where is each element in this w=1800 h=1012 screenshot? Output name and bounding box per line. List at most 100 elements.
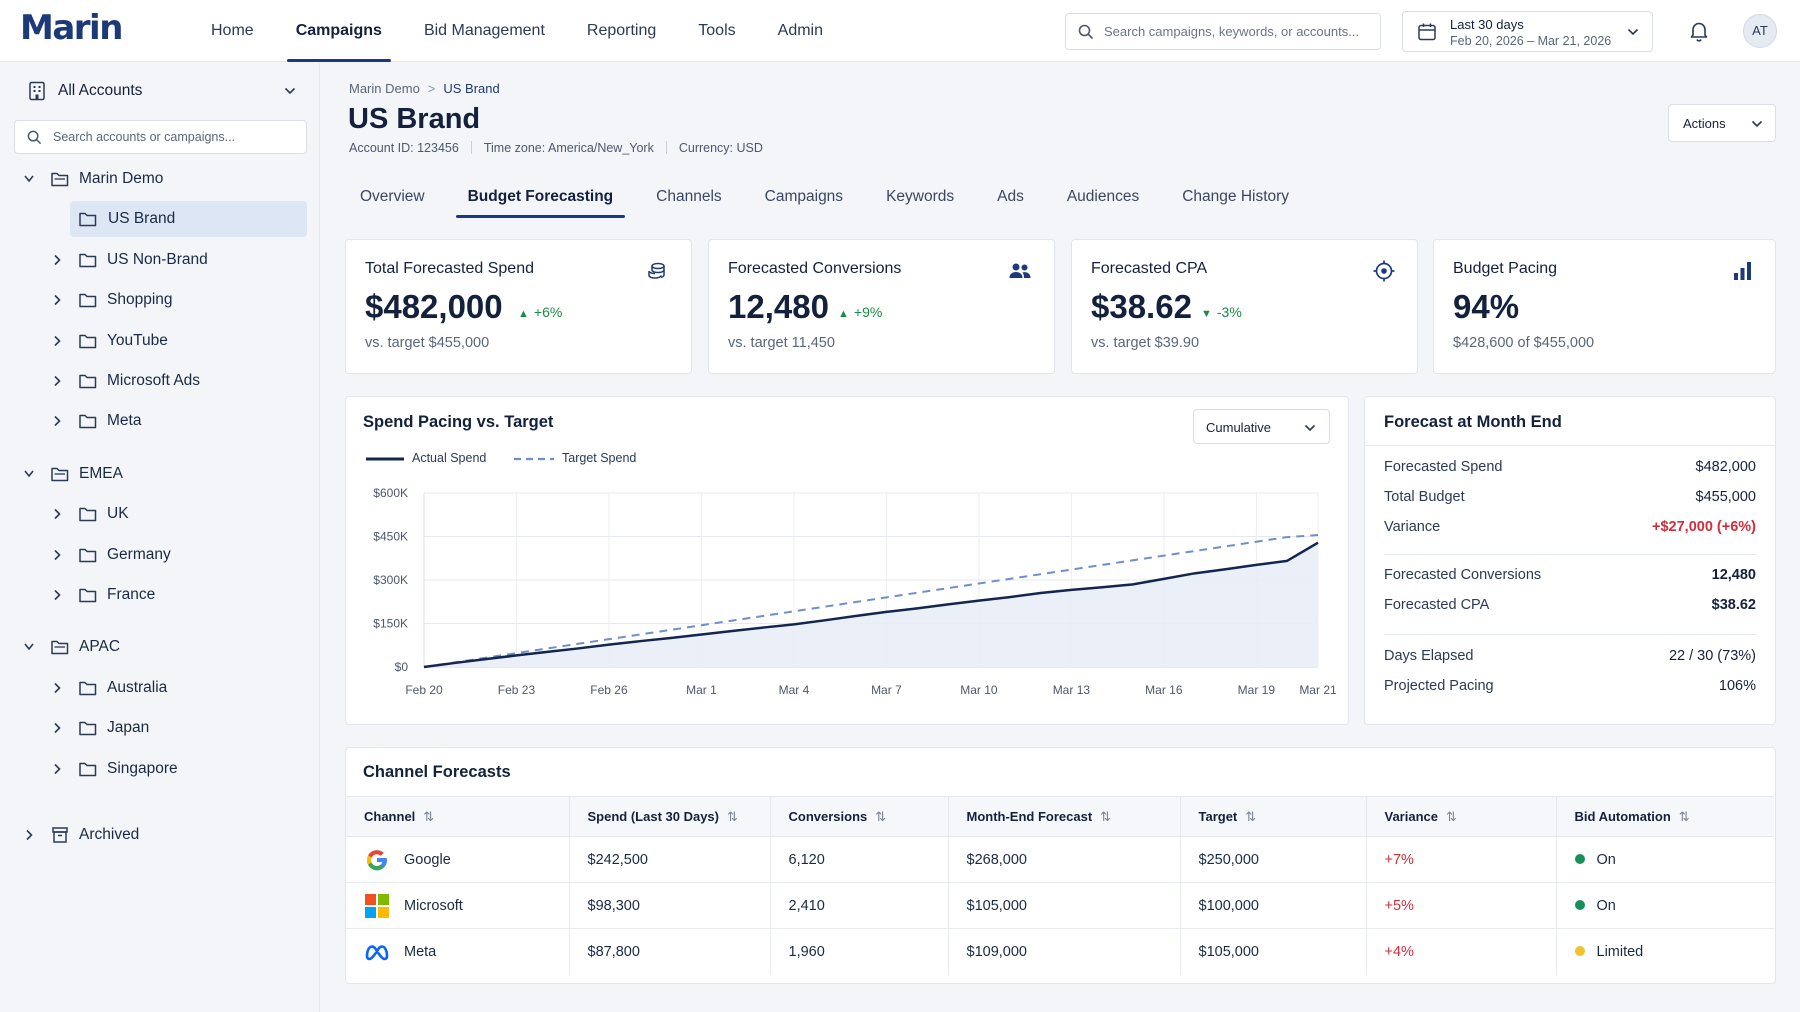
forecast-row-projected-pacing: Projected Pacing 106% xyxy=(1384,678,1756,702)
cell-conversions: 1,960 xyxy=(770,928,949,975)
sidebar-item-label: Germany xyxy=(107,545,171,563)
sidebar-item-emea[interactable]: EMEA xyxy=(14,456,307,492)
tab-change-history[interactable]: Change History xyxy=(1182,188,1290,205)
sidebar-item-australia[interactable]: Australia xyxy=(14,670,307,706)
sidebar-item-shopping[interactable]: Shopping xyxy=(14,282,307,318)
tab-ads[interactable]: Ads xyxy=(997,188,1024,205)
kpi-card-budget-pacing: Budget Pacing 94% $428,600 of $455,000 xyxy=(1433,239,1776,374)
sidebar-item-japan[interactable]: Japan xyxy=(14,710,307,746)
chevron-right-icon[interactable] xyxy=(52,763,62,775)
legend-item-actual[interactable]: Actual Spend xyxy=(366,451,486,465)
sidebar-item-marin-demo[interactable]: Marin Demo xyxy=(14,161,307,197)
kpi-delta-value: +9% xyxy=(853,304,883,320)
kpi-sub: vs. target $455,000 xyxy=(365,335,490,351)
column-header-target[interactable]: Target ⇅ xyxy=(1180,796,1367,837)
chevron-right-icon[interactable] xyxy=(52,549,62,561)
breadcrumb-parent[interactable]: Marin Demo xyxy=(349,81,420,96)
sort-icon: ⇅ xyxy=(875,808,887,824)
legend-item-target[interactable]: Target Spend xyxy=(514,451,636,465)
kpi-value: $482,000 xyxy=(365,288,503,325)
cell-variance: +5% xyxy=(1366,882,1557,929)
tab-channels[interactable]: Channels xyxy=(656,188,722,205)
currency-label: Currency: xyxy=(678,141,734,155)
marin-logo[interactable]: Marin xyxy=(20,8,123,48)
tab-overview[interactable]: Overview xyxy=(360,188,425,205)
chevron-right-icon[interactable] xyxy=(24,829,34,841)
account-selector[interactable]: All Accounts xyxy=(14,73,304,109)
sidebar-item-apac[interactable]: APAC xyxy=(14,629,307,665)
sidebar-item-archived[interactable]: Archived xyxy=(14,817,307,853)
column-header-bid-automation[interactable]: Bid Automation ⇅ xyxy=(1556,796,1774,837)
kpi-delta-value: +6% xyxy=(533,304,563,320)
sidebar-item-germany[interactable]: Germany xyxy=(14,537,307,573)
table-row[interactable]: Google $242,500 6,120 $268,000 $250,000 … xyxy=(346,836,1774,883)
column-header-variance[interactable]: Variance ⇅ xyxy=(1366,796,1557,837)
folder-icon xyxy=(79,293,97,308)
account-id-label: Account ID: xyxy=(349,141,414,155)
table-row[interactable]: Microsoft $98,300 2,410 $105,000 $100,00… xyxy=(346,882,1774,929)
tab-audiences[interactable]: Audiences xyxy=(1066,188,1140,205)
chevron-right-icon[interactable] xyxy=(52,335,62,347)
sidebar-item-label: Shopping xyxy=(107,291,173,309)
chevron-right-icon[interactable] xyxy=(52,722,62,734)
chevron-right-icon[interactable] xyxy=(52,254,62,266)
nav-campaigns[interactable]: Campaigns xyxy=(275,0,403,62)
actions-button[interactable]: Actions xyxy=(1668,104,1776,142)
column-header-channel[interactable]: Channel ⇅ xyxy=(346,796,570,837)
sidebar-item-label: Microsoft Ads xyxy=(107,372,201,389)
sidebar-item-microsoft-ads[interactable]: Microsoft Ads xyxy=(14,363,307,399)
nav-admin[interactable]: Admin xyxy=(777,22,823,39)
sort-icon: ⇅ xyxy=(1100,808,1112,824)
sidebar-item-uk[interactable]: UK xyxy=(14,496,307,532)
nav-reporting[interactable]: Reporting xyxy=(586,22,657,39)
sidebar-item-youtube[interactable]: YouTube xyxy=(14,323,307,359)
sidebar-search-input[interactable] xyxy=(53,121,298,153)
column-header-month-end-forecast[interactable]: Month-End Forecast ⇅ xyxy=(948,796,1181,837)
chevron-right-icon[interactable] xyxy=(52,415,62,427)
cell-forecast: $268,000 xyxy=(948,836,1181,883)
sidebar-item-france[interactable]: France xyxy=(14,577,307,613)
forecast-row-label: Forecasted CPA xyxy=(1384,597,1490,613)
chevron-right-icon[interactable] xyxy=(52,682,62,694)
chart-mode-select[interactable]: Cumulative xyxy=(1193,409,1330,444)
building-icon xyxy=(29,81,45,101)
date-range-picker[interactable]: Last 30 days Feb 20, 2026 – Mar 21, 2026 xyxy=(1402,11,1653,52)
kpi-sub: vs. target $39.90 xyxy=(1091,335,1200,351)
automation-status: On xyxy=(1596,851,1616,868)
column-header-spend[interactable]: Spend (Last 30 Days) ⇅ xyxy=(569,796,771,837)
chevron-right-icon[interactable] xyxy=(52,589,62,601)
sidebar-item-label: Archived xyxy=(79,826,140,843)
column-header-label: Variance xyxy=(1384,808,1439,824)
nav-tools[interactable]: Tools xyxy=(698,22,736,39)
chevron-down-icon[interactable] xyxy=(24,468,34,480)
sidebar-item-us-non-brand[interactable]: US Non-Brand xyxy=(14,242,307,278)
chevron-right-icon[interactable] xyxy=(52,508,62,520)
sidebar-item-singapore[interactable]: Singapore xyxy=(14,751,307,787)
user-avatar[interactable]: AT xyxy=(1743,14,1777,48)
sidebar-item-meta[interactable]: Meta xyxy=(14,403,307,439)
table-row[interactable]: Meta $87,800 1,960 $109,000 $105,000 +4%… xyxy=(346,928,1774,975)
folder-icon xyxy=(79,588,97,603)
nav-bid-management[interactable]: Bid Management xyxy=(423,22,545,39)
microsoft-logo-icon xyxy=(365,893,389,918)
sort-icon: ⇅ xyxy=(423,808,435,824)
x-tick-label: Mar 4 xyxy=(779,683,810,697)
actual-spend-area xyxy=(424,542,1318,667)
global-search-input[interactable] xyxy=(1104,14,1374,49)
chevron-right-icon[interactable] xyxy=(52,375,62,387)
chevron-down-icon[interactable] xyxy=(24,173,34,185)
notifications-bell-icon[interactable] xyxy=(1687,19,1711,43)
forecast-row-value: +$27,000 (+6%) xyxy=(1652,519,1756,535)
tab-keywords[interactable]: Keywords xyxy=(886,188,955,205)
sidebar-item-us-brand[interactable]: US Brand xyxy=(70,201,307,238)
tab-campaigns[interactable]: Campaigns xyxy=(764,188,844,205)
breadcrumb-separator-icon: > xyxy=(427,81,436,96)
chevron-right-icon[interactable] xyxy=(52,294,62,306)
tab-budget-forecasting[interactable]: Budget Forecasting xyxy=(448,176,634,218)
spend-pacing-chart: $0 $150K $300K $450K $600K Feb 20 Feb 23 Feb 26… xyxy=(373,486,1337,697)
kpi-card-forecasted-conversions: Forecasted Conversions 12,480 ▲ +9% vs. t… xyxy=(708,239,1055,374)
column-header-conversions[interactable]: Conversions ⇅ xyxy=(770,796,949,837)
nav-home[interactable]: Home xyxy=(211,22,254,39)
currency-value: USD xyxy=(736,141,763,155)
chevron-down-icon[interactable] xyxy=(24,641,34,653)
